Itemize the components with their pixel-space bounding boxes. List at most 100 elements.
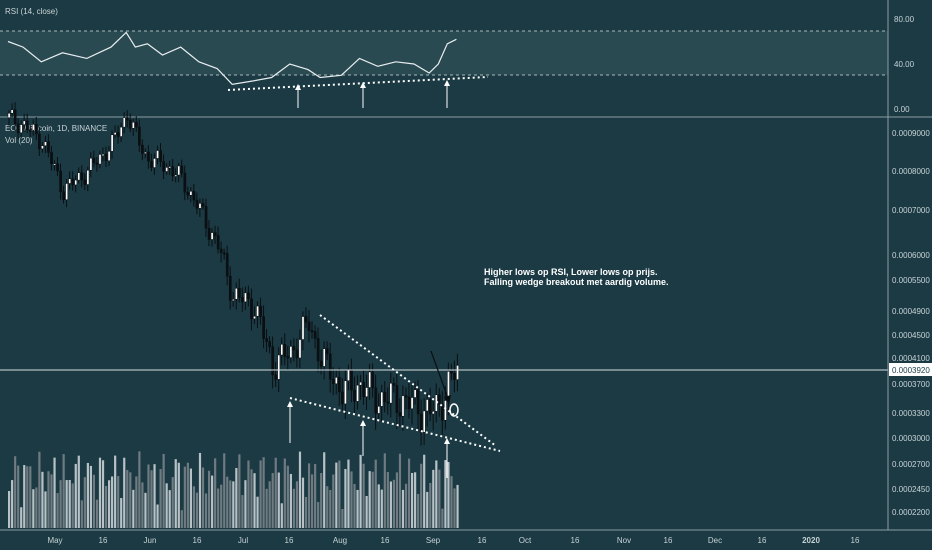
volume-bar <box>180 510 183 528</box>
candle-body <box>353 389 356 402</box>
price-axis-label: 0.0008000 <box>892 167 930 176</box>
volume-bar <box>386 472 389 528</box>
candle-body <box>410 397 414 410</box>
volume-bar <box>192 486 196 528</box>
candle-body <box>22 120 26 125</box>
volume-bar <box>186 462 189 528</box>
candle-body <box>141 144 144 154</box>
volume-bar <box>144 492 147 528</box>
candle-body <box>56 163 59 172</box>
volume-bar <box>268 481 271 528</box>
price-axis-label: 0.0004100 <box>892 354 930 363</box>
volume-bar <box>395 472 399 528</box>
price-axis-label: 0.0002450 <box>892 485 930 494</box>
volume-bar <box>389 481 392 528</box>
volume-bar <box>426 491 429 528</box>
price-axis-label: 0.0004900 <box>892 307 930 316</box>
candle-body <box>301 316 305 340</box>
volume-bar <box>71 483 74 528</box>
candle-body <box>195 199 199 209</box>
candle-body <box>253 315 256 320</box>
price-axis-label: 0.0004500 <box>892 331 930 340</box>
rsi-arrows <box>295 80 450 108</box>
volume-bar <box>301 477 305 528</box>
volume-bar <box>183 466 186 528</box>
volume-bar <box>23 465 26 528</box>
volume-bar <box>20 507 23 528</box>
volume-bar <box>220 484 223 528</box>
volume-bar <box>277 472 280 528</box>
candle-body <box>262 316 265 339</box>
volume-bar <box>14 456 17 528</box>
candle-body <box>119 126 123 137</box>
volume-bar <box>241 495 244 528</box>
candle-body <box>228 275 232 301</box>
volume-bar <box>74 463 77 528</box>
volume-bar <box>335 462 338 528</box>
time-axis-label: 16 <box>193 536 202 545</box>
volume-bar <box>138 451 141 528</box>
price-axis-label: 0.0002200 <box>892 508 930 517</box>
volume-bar <box>68 479 71 528</box>
volume-bar <box>338 460 341 528</box>
candle-body <box>416 389 420 415</box>
candle-body <box>392 382 396 386</box>
candle-body <box>213 232 217 236</box>
candle-body <box>86 170 90 185</box>
volume-bar <box>17 465 20 528</box>
candle-body <box>71 178 75 186</box>
rsi-trendline <box>227 76 489 91</box>
candle-body <box>356 384 359 402</box>
candle-body <box>95 162 99 165</box>
candle-body <box>225 253 229 277</box>
candle-body <box>289 346 293 358</box>
volume-bar <box>441 508 444 528</box>
candle-body <box>413 389 417 398</box>
volume-bar <box>165 483 168 528</box>
candle-body <box>62 191 65 200</box>
volume-bar <box>232 481 235 528</box>
volume-bar <box>307 463 311 528</box>
candle-body <box>28 129 32 132</box>
volume-bar <box>177 462 180 528</box>
volume-bar <box>383 453 386 528</box>
candle-body <box>162 161 165 172</box>
price-axis-label: 0.0006000 <box>892 251 930 260</box>
volume-bar <box>171 477 174 528</box>
price-axis: 0.0009000 0.0008000 0.0007000 0.0006000 0.00… <box>892 129 930 517</box>
candle-body <box>19 124 23 134</box>
candle-body <box>150 160 153 168</box>
candle-body <box>247 292 250 300</box>
volume-bar <box>41 471 44 528</box>
volume-bar <box>350 471 353 528</box>
candle-body <box>16 123 20 134</box>
volume-bar <box>111 476 114 528</box>
volume-bar <box>101 460 105 528</box>
candle-body <box>450 371 453 374</box>
volume-bar <box>247 460 250 528</box>
candle-body <box>268 341 272 348</box>
volume-bar <box>26 466 29 528</box>
candle-body <box>441 403 444 421</box>
candle-body <box>322 348 326 367</box>
volume-bar <box>438 469 441 528</box>
candle-body <box>368 371 372 388</box>
annotation-line-2: Falling wedge breakout met aardig volume… <box>484 277 669 287</box>
candle-body <box>10 109 14 114</box>
volume-bar <box>59 480 62 528</box>
rsi-arrow-head <box>360 82 366 88</box>
candle-body <box>292 346 296 351</box>
volume-bar <box>283 458 286 528</box>
candle-body <box>274 374 278 380</box>
candle-body <box>110 134 114 152</box>
volume-bar <box>217 488 220 528</box>
time-axis-label: 16 <box>758 536 767 545</box>
candle-body <box>147 151 150 162</box>
time-axis-label: Dec <box>708 536 722 545</box>
volume-bar <box>86 462 89 528</box>
time-axis-label: Oct <box>519 536 532 545</box>
candle-body <box>310 330 314 333</box>
volume-bar <box>329 489 332 528</box>
candle-body <box>210 232 214 240</box>
